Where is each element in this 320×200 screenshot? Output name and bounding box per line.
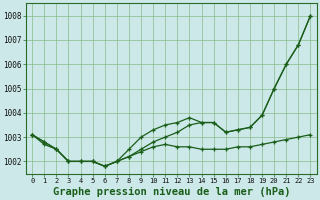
X-axis label: Graphe pression niveau de la mer (hPa): Graphe pression niveau de la mer (hPa)	[52, 186, 290, 197]
